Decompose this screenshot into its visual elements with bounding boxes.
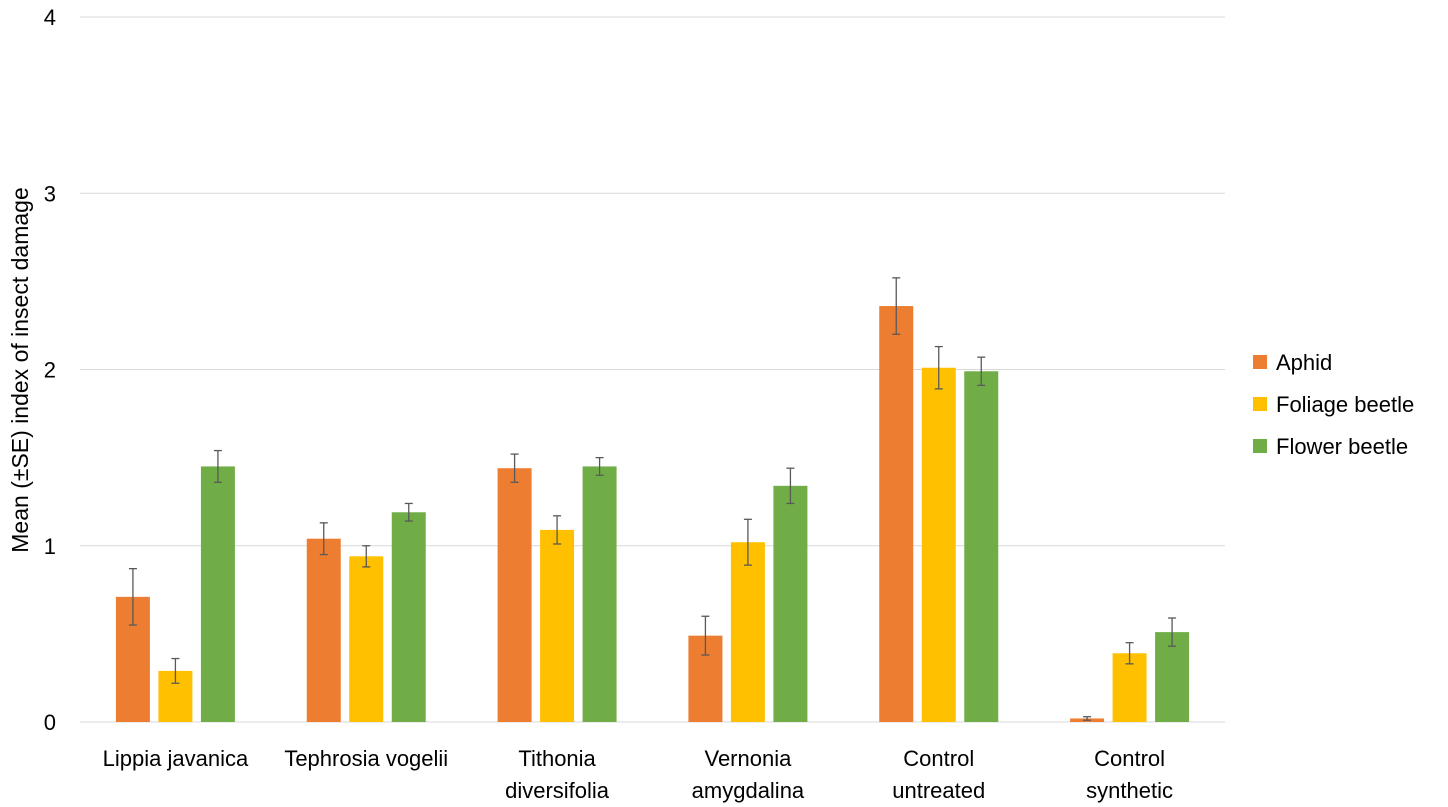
bar [582, 466, 617, 722]
legend-swatch [1253, 439, 1267, 453]
bar [497, 468, 532, 722]
bar [921, 367, 956, 722]
legend-label: Foliage beetle [1276, 392, 1414, 417]
x-tick-label: Tephrosia vogelii [284, 746, 448, 771]
x-tick-label: Vernonia [704, 746, 792, 771]
x-tick-label: amygdalina [692, 778, 805, 803]
bar [879, 306, 914, 722]
x-tick-label: synthetic [1086, 778, 1173, 803]
x-tick-label: untreated [892, 778, 985, 803]
y-axis-label: Mean (±SE) index of insect damage [7, 187, 33, 552]
y-tick-label: 0 [44, 710, 56, 735]
x-tick-label: Tithonia [518, 746, 596, 771]
x-axis-ticks: Lippia javanica Tephrosia vogelii Tithonia… [103, 746, 1173, 803]
bar [306, 538, 341, 722]
bar [730, 542, 765, 722]
y-tick-label: 2 [44, 358, 56, 383]
error-bars [128, 277, 1177, 721]
bar [773, 485, 808, 722]
bar [200, 466, 235, 722]
bar [349, 556, 384, 722]
y-tick-label: 4 [44, 5, 56, 30]
bar [1112, 653, 1147, 722]
x-tick-label: Lippia javanica [103, 746, 249, 771]
bar [1155, 632, 1190, 722]
bar [964, 371, 999, 722]
gridlines [80, 16, 1225, 723]
legend-swatch [1253, 355, 1267, 369]
legend-label: Aphid [1276, 350, 1332, 375]
legend-label: Flower beetle [1276, 434, 1408, 459]
x-tick-label: Control [903, 746, 974, 771]
y-tick-label: 3 [44, 181, 56, 206]
bar [391, 512, 426, 722]
bar [540, 529, 575, 722]
y-tick-label: 1 [44, 534, 56, 559]
legend-swatch [1253, 397, 1267, 411]
x-tick-label: Control [1094, 746, 1165, 771]
bars [115, 306, 1190, 722]
y-axis-ticks: 0 1 2 3 4 [44, 5, 56, 735]
x-tick-label: diversifolia [505, 778, 610, 803]
legend: Aphid Foliage beetle Flower beetle [1253, 350, 1414, 459]
